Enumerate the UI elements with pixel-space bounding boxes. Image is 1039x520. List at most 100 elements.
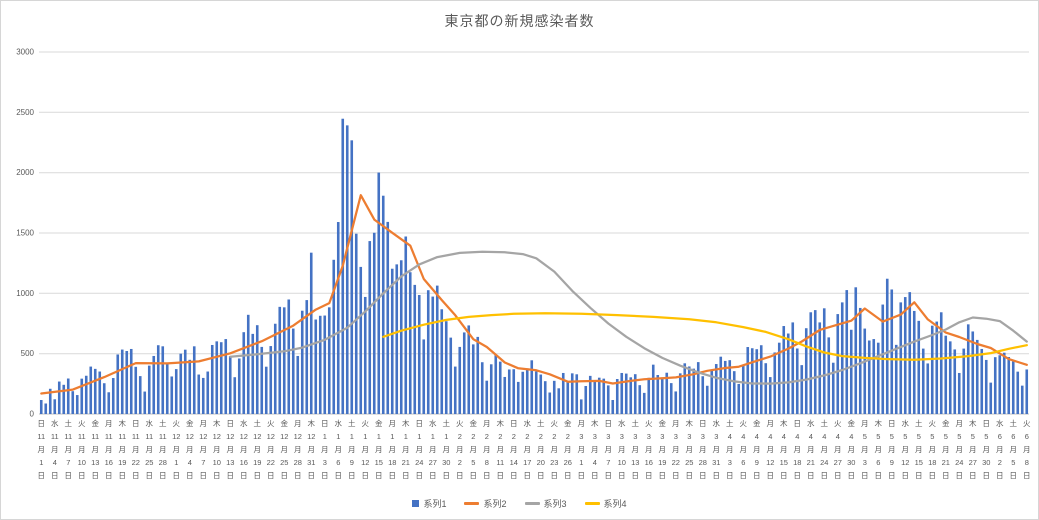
bar [597,377,601,414]
x-tick-label: 月 [618,445,626,454]
x-tick-label: 火 [362,419,370,428]
x-tick-label: 日 [888,419,896,428]
x-tick-label: 4 [188,458,192,467]
bar [935,321,939,414]
bar [1020,385,1024,414]
bar [287,299,291,414]
bar [170,376,174,414]
legend-item-系列3[interactable]: 系列3 [524,497,567,510]
bar [903,297,907,414]
legend-item-系列1[interactable]: 系列1 [412,497,446,510]
x-tick-label: 月 [497,445,505,454]
x-tick-label: 15 [375,458,383,467]
x-tick-label: 月 [389,419,397,428]
bar [372,232,376,414]
x-tick-label: 水 [429,418,437,428]
bar [305,300,309,414]
x-tick-label: 月 [159,445,167,454]
bar [120,349,124,414]
x-tick-label: 土 [726,418,734,428]
x-tick-label: 1 [579,458,583,467]
legend-item-系列2[interactable]: 系列2 [464,497,507,510]
x-tick-label: 日 [186,471,194,480]
bar [417,295,421,414]
x-tick-label: 月 [605,445,613,454]
x-tick-label: 月 [78,445,86,454]
x-tick-label: 月 [483,445,491,454]
x-tick-label: 12 [240,432,248,441]
bar [206,371,210,414]
line-系列3 [229,250,1028,385]
bar [638,385,642,414]
x-tick-label: 4 [809,432,813,441]
x-tick-label: 水 [807,418,815,428]
x-tick-label: 16 [105,458,113,467]
x-tick-label: 1 [39,458,43,467]
bar [543,381,547,414]
x-tick-label: 日 [321,419,329,428]
bar [989,382,993,414]
bar [908,292,912,414]
x-tick-label: 月 [308,445,316,454]
x-tick-label: 日 [672,471,680,480]
line-系列2 [40,194,1028,395]
y-tick-label: 2000 [16,168,34,177]
x-tick-label: 日 [335,471,343,480]
x-tick-label: 土 [443,418,451,428]
x-tick-label: 22 [132,458,140,467]
x-tick-label: 3 [323,458,327,467]
bar [498,361,502,414]
x-tick-label: 月 [92,445,100,454]
x-tick-label: 火 [78,419,86,428]
bar [246,314,250,414]
bar [503,376,507,414]
chart-title: 東京都の新規感染者数 [444,13,595,29]
bar [53,399,57,414]
x-tick-label: 木 [213,418,221,428]
bar [611,400,615,414]
x-tick-label: 月 [726,445,734,454]
bar [1002,352,1006,414]
x-tick-label: 22 [672,458,680,467]
x-tick-label: 日 [281,471,289,480]
x-tick-label: 1 [431,432,435,441]
bar [422,339,426,414]
bar [728,360,732,414]
x-tick-label: 水 [618,418,626,428]
bar [818,322,822,414]
bar [368,241,372,414]
bar [116,354,120,414]
bar [363,296,367,414]
x-tick-label: 8 [485,458,489,467]
x-tick-label: 日 [240,471,248,480]
x-tick-label: 日 [767,471,775,480]
bar [975,339,979,414]
x-tick-label: 10 [213,458,221,467]
bar [84,375,88,414]
x-tick-label: 11 [64,432,72,441]
x-tick-label: 日 [780,471,788,480]
bar [714,364,718,414]
x-tick-label: 月 [672,445,680,454]
x-tick-label: 13 [226,458,234,467]
x-tick-label: 2 [566,432,570,441]
legend-item-系列4[interactable]: 系列4 [584,497,627,510]
x-tick-label: 日 [159,471,167,480]
bar [269,346,273,414]
x-tick-label: 月 [537,445,545,454]
x-tick-label: 日 [578,471,586,480]
y-tick-label: 2500 [16,108,34,117]
x-tick-label: 月 [443,445,451,454]
x-tick-label: 12 [901,458,909,467]
x-tick-label: 1 [174,458,178,467]
x-tick-label: 2 [539,432,543,441]
bar [273,323,277,414]
x-tick-label: 3 [714,432,718,441]
x-tick-label: 日 [794,419,802,428]
x-tick-label: 4 [836,432,840,441]
x-tick-label: 土 [915,418,923,428]
x-tick-label: 月 [281,445,289,454]
bar [152,355,156,414]
x-tick-label: 12 [186,432,194,441]
